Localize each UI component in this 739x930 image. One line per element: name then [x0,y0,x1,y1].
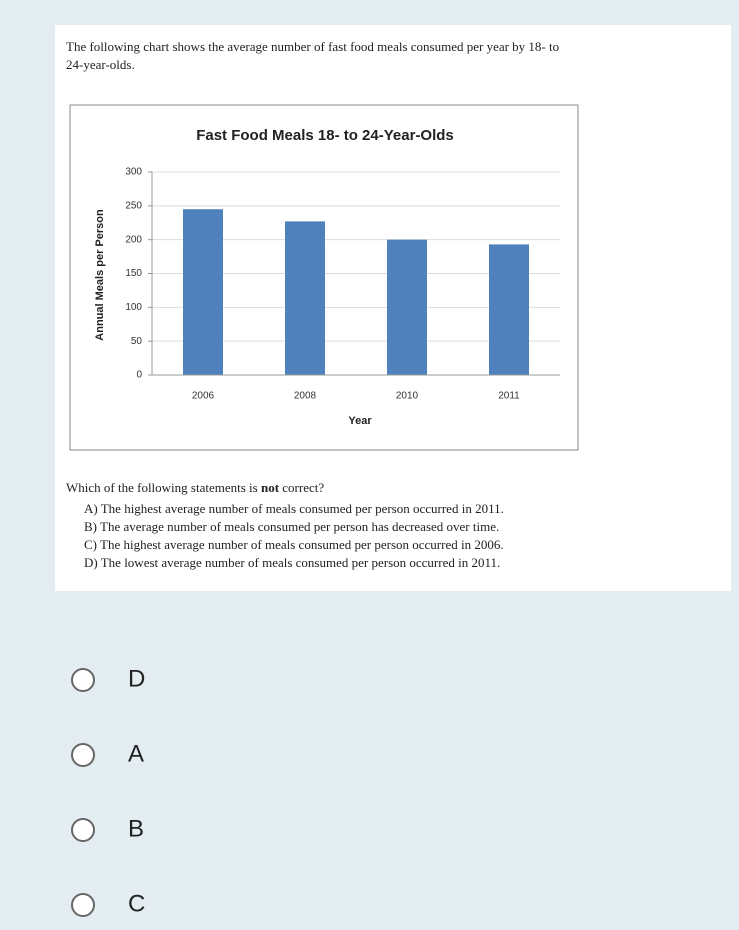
intro-line: The following chart shows the average nu… [66,39,559,54]
statements: A) The highest average number of meals c… [84,501,504,570]
intro-line: 24-year-olds. [66,57,135,72]
prompt-emphasis: not [261,480,280,495]
statement: A) The highest average number of meals c… [84,501,504,516]
bar [489,244,529,375]
bar [285,221,325,375]
radio-button[interactable] [71,743,95,767]
choice-label[interactable]: D [128,665,145,692]
plot: 0 50 100 150 200 250 300 2006 2008 2010 2011 [125,167,560,402]
statement: B) The average number of meals consumed … [84,519,499,534]
prompt-text: Which of the following statements is [66,480,261,495]
radio-button[interactable] [71,668,95,692]
radio-button[interactable] [71,893,95,917]
bar [183,209,223,375]
choice[interactable]: B [71,815,144,842]
bar [387,239,427,375]
x-tick-label: 2008 [294,391,317,402]
choice[interactable]: C [71,890,145,917]
prompt-text: correct? [279,480,324,495]
choice-label[interactable]: A [128,740,144,767]
statement: D) The lowest average number of meals co… [84,555,500,570]
x-tick-label: 2010 [396,391,419,402]
y-tick-label: 100 [125,302,142,313]
answer-choices: D A B C [71,665,145,917]
x-tick-label: 2011 [498,391,520,402]
choice[interactable]: A [71,740,144,767]
x-tick-label: 2006 [192,391,215,402]
x-axis-label: Year [348,415,372,427]
y-tick-label: 300 [125,167,142,178]
y-tick-label: 200 [125,234,142,245]
question-prompt: Which of the following statements is not… [66,480,324,495]
radio-button[interactable] [71,818,95,842]
choice[interactable]: D [71,665,145,692]
y-tick-label: 0 [136,370,142,381]
y-axis-label: Annual Meals per Person [94,209,106,341]
y-tick-label: 250 [125,200,142,211]
y-tick-label: 50 [131,336,143,347]
y-tick-label: 150 [125,268,142,279]
choice-label[interactable]: C [128,890,145,917]
choice-label[interactable]: B [128,815,144,842]
statement: C) The highest average number of meals c… [84,537,504,552]
chart-title: Fast Food Meals 18- to 24-Year-Olds [196,127,454,144]
